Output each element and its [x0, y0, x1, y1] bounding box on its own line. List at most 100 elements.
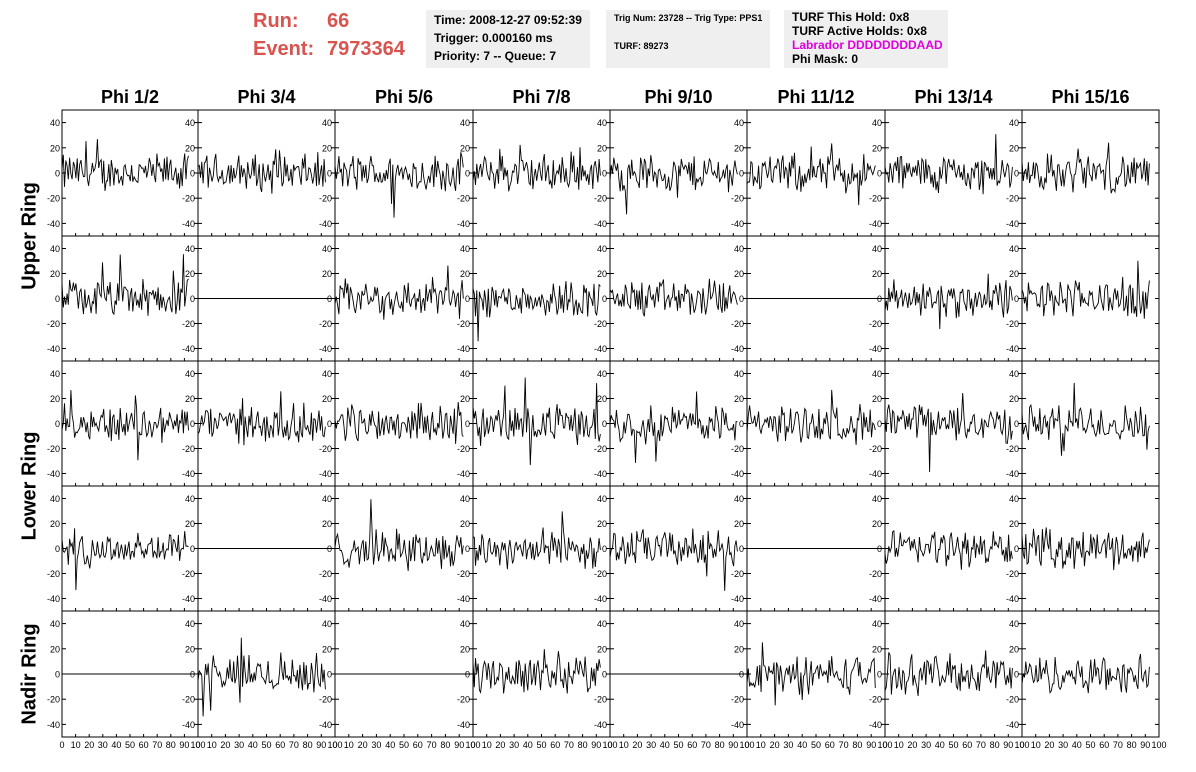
y-tick-label-r3-c4-4: 40 [597, 494, 607, 504]
y-tick-label-r4-c6-4: 40 [872, 619, 882, 629]
y-tick-label-r2-c5-3: 20 [734, 394, 744, 404]
y-tick-label-r0-c1-2: 0 [190, 169, 195, 179]
x-tick-label-c2-1: 10 [344, 740, 354, 750]
column-header-phi-9-10: Phi 9/10 [644, 87, 713, 107]
y-tick-label-r4-c2-3: 20 [322, 644, 332, 654]
y-tick-label-r4-c2-1: -20 [319, 695, 332, 705]
y-tick-label-r3-c2-0: -40 [319, 594, 332, 604]
x-tick-label-c1-6: 60 [275, 740, 285, 750]
x-tick-label-c5-7: 70 [839, 740, 849, 750]
y-tick-label-r0-c0-3: 20 [50, 143, 60, 153]
y-tick-label-r0-c1-4: 40 [185, 118, 195, 128]
y-tick-label-r4-c1-1: -20 [182, 695, 195, 705]
waveform-r0-c1 [197, 149, 326, 194]
x-tick-label-c7-9: 90 [1140, 740, 1150, 750]
run-event-box: Run: 66 Event: 7973364 [250, 8, 420, 68]
x-tick-label-c2-4: 40 [385, 740, 395, 750]
x-tick-label-c1-0: 0 [195, 740, 200, 750]
x-tick-label-c6-6: 60 [962, 740, 972, 750]
panel-frame-r4-c6 [884, 610, 1023, 738]
y-tick-label-r2-c5-1: -20 [731, 444, 744, 454]
x-tick-label-c0-10: 100 [190, 740, 205, 750]
column-header-phi-13-14: Phi 13/14 [914, 87, 993, 107]
y-tick-label-r4-c6-0: -40 [869, 720, 882, 730]
y-tick-label-r0-c7-3: 20 [1009, 143, 1019, 153]
y-tick-label-r0-c5-0: -40 [731, 219, 744, 229]
waveform-r1-c6 [884, 273, 1013, 330]
y-tick-label-r2-c7-2: 0 [1014, 419, 1019, 429]
panel-frame-r4-c5 [746, 610, 886, 738]
time-info-box: Time: 2008-12-27 09:52:39 Trigger: 0.000… [426, 10, 590, 68]
y-tick-label-r2-c6-1: -20 [869, 444, 882, 454]
x-tick-label-c6-1: 10 [894, 740, 904, 750]
x-tick-label-c4-0: 0 [607, 740, 612, 750]
y-tick-label-r2-c2-2: 0 [327, 419, 332, 429]
y-tick-label-r2-c1-4: 40 [185, 369, 195, 379]
y-tick-label-r1-c3-4: 40 [460, 244, 470, 254]
waveform-r4-c5 [746, 642, 876, 706]
turf-this-hold-text: TURF This Hold: 0x8 [792, 10, 910, 24]
x-tick-label-c0-7: 70 [152, 740, 162, 750]
y-tick-label-r2-c3-1: -20 [457, 444, 470, 454]
y-tick-label-r2-c1-0: -40 [182, 469, 195, 479]
panel-frame-r2-c5 [746, 360, 886, 487]
x-tick-label-c5-1: 10 [756, 740, 766, 750]
x-tick-label-c3-10: 100 [602, 740, 617, 750]
y-tick-label-r3-c4-0: -40 [594, 594, 607, 604]
y-tick-label-r2-c4-0: -40 [594, 469, 607, 479]
waveform-r0-c2 [334, 152, 464, 218]
y-tick-label-r1-c0-3: 20 [50, 269, 60, 279]
y-tick-label-r2-c1-2: 0 [190, 419, 195, 429]
x-tick-label-c2-7: 70 [427, 740, 437, 750]
event-value: 7973364 [327, 38, 405, 60]
panel-frame-r0-c6 [884, 109, 1023, 237]
x-tick-label-c1-1: 10 [207, 740, 217, 750]
y-tick-label-r0-c2-4: 40 [322, 118, 332, 128]
y-tick-label-r2-c5-4: 40 [734, 369, 744, 379]
y-tick-label-r0-c5-3: 20 [734, 143, 744, 153]
y-tick-label-r0-c2-0: -40 [319, 219, 332, 229]
y-tick-label-r3-c5-1: -20 [731, 569, 744, 579]
waveform-r0-c7 [1021, 142, 1150, 194]
y-tick-label-r4-c4-2: 0 [602, 670, 607, 680]
y-tick-label-r1-c4-1: -20 [594, 319, 607, 329]
x-tick-label-c1-8: 80 [303, 740, 313, 750]
y-tick-label-r3-c4-1: -20 [594, 569, 607, 579]
y-tick-label-r0-c0-2: 0 [55, 169, 60, 179]
x-tick-label-c6-4: 40 [935, 740, 945, 750]
waveform-r4-c3 [472, 649, 601, 694]
y-tick-label-r4-c3-1: -20 [457, 695, 470, 705]
y-tick-label-r3-c3-0: -40 [457, 594, 470, 604]
y-tick-label-r3-c2-1: -20 [319, 569, 332, 579]
y-tick-label-r4-c2-4: 40 [322, 619, 332, 629]
y-tick-label-r2-c3-4: 40 [460, 369, 470, 379]
y-tick-label-r1-c6-1: -20 [869, 319, 882, 329]
waveform-r0-c0 [61, 139, 189, 192]
panel-frame-r0-c3 [472, 109, 611, 237]
y-tick-label-r0-c1-1: -20 [182, 194, 195, 204]
y-tick-label-r4-c6-3: 20 [872, 644, 882, 654]
y-tick-label-r0-c0-1: -20 [47, 194, 60, 204]
y-tick-label-r0-c4-1: -20 [594, 194, 607, 204]
x-tick-label-c2-10: 100 [465, 740, 480, 750]
y-tick-label-r1-c3-2: 0 [465, 294, 470, 304]
y-tick-label-r3-c3-4: 40 [460, 494, 470, 504]
y-tick-label-r0-c2-3: 20 [322, 143, 332, 153]
y-tick-label-r0-c0-4: 40 [50, 118, 60, 128]
column-header-phi-11-12: Phi 11/12 [777, 87, 855, 107]
y-tick-label-r2-c4-3: 20 [597, 394, 607, 404]
y-tick-label-r4-c3-4: 40 [460, 619, 470, 629]
labrador-text: Labrador DDDDDDDDAAD [792, 38, 943, 52]
trig-info-box: Trig Num: 23728 -- Trig Type: PPS1 TURF:… [606, 10, 770, 68]
x-tick-label-c5-0: 0 [744, 740, 749, 750]
y-tick-label-r4-c0-3: 20 [50, 644, 60, 654]
x-tick-label-c5-5: 50 [811, 740, 821, 750]
waveform-r1-c3 [472, 281, 601, 342]
trig-num-text: Trig Num: 23728 -- Trig Type: PPS1 [614, 13, 763, 23]
y-tick-label-r3-c5-2: 0 [739, 544, 744, 554]
y-tick-label-r4-c7-3: 20 [1009, 644, 1019, 654]
y-tick-label-r3-c1-4: 40 [185, 494, 195, 504]
y-tick-label-r1-c7-4: 40 [1009, 244, 1019, 254]
y-tick-label-r3-c4-2: 0 [602, 544, 607, 554]
y-tick-label-r4-c4-3: 20 [597, 644, 607, 654]
